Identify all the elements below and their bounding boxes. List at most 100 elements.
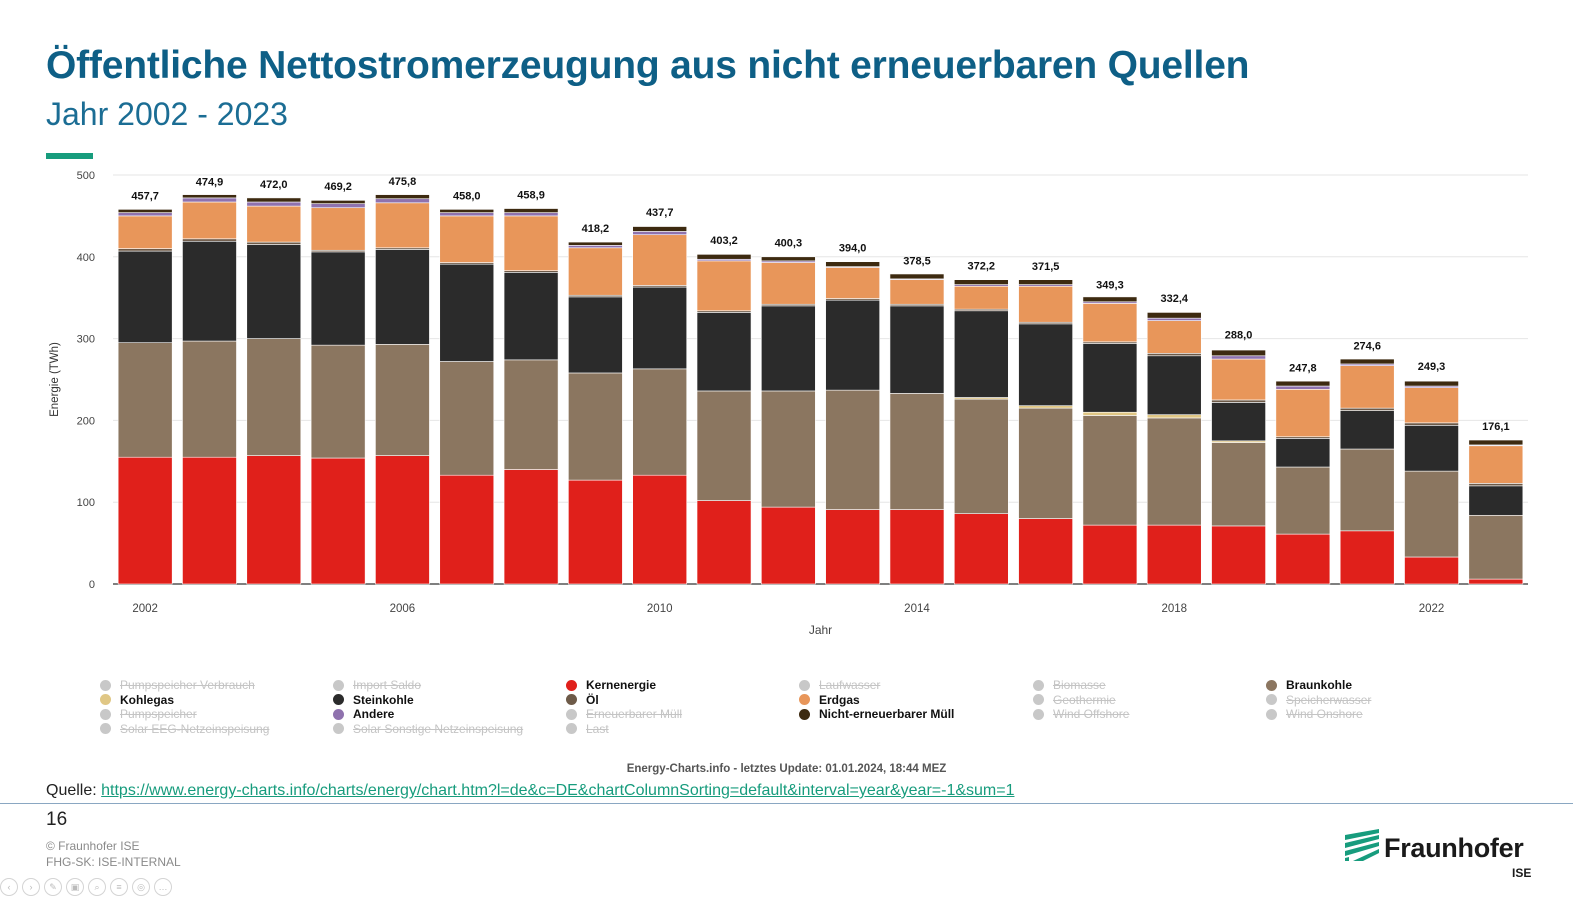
bar-total-label: 371,5	[1032, 261, 1060, 273]
legend-swatch	[566, 708, 577, 720]
bar-segment	[1211, 402, 1266, 442]
bar-segment	[568, 247, 623, 296]
bar-total-label: 274,6	[1353, 340, 1381, 352]
legend-item[interactable]: Steinkohle	[333, 693, 414, 707]
bar-segment	[439, 215, 495, 263]
bar-segment	[953, 398, 1009, 514]
bar-segment	[246, 244, 302, 339]
legend-item[interactable]: Laufwasser	[799, 678, 880, 692]
bar-segment	[1146, 417, 1202, 526]
bar-segment	[1211, 355, 1266, 360]
legend-item[interactable]: Öl	[566, 693, 599, 707]
bar-segment	[1146, 353, 1202, 357]
bar-segment	[310, 203, 366, 209]
legend-label: Steinkohle	[353, 692, 414, 707]
bar-segment	[1211, 525, 1266, 585]
legend-label: Last	[586, 721, 609, 736]
bar-segment	[953, 279, 1009, 285]
legend-swatch	[333, 679, 344, 691]
legend-item[interactable]: Speicherwasser	[1266, 693, 1371, 707]
x-tick-label: 2018	[1161, 603, 1187, 615]
bar-segment	[825, 299, 880, 391]
legend-item[interactable]: Wind Onshore	[1266, 707, 1363, 721]
pen-icon[interactable]: ✎	[44, 878, 62, 896]
bar-segment	[1146, 524, 1202, 585]
bar-segment	[1468, 483, 1524, 487]
y-tick-label: 400	[77, 252, 95, 264]
bar-segment	[439, 263, 495, 362]
bar-segment	[568, 479, 623, 585]
legend-item[interactable]: Kernenergie	[566, 678, 656, 692]
classification-text: FHG-SK: ISE-INTERNAL	[46, 855, 181, 869]
legend-item[interactable]: Solar EEG-Netzeinspeisung	[100, 722, 269, 736]
legend-item[interactable]: Wind Offshore	[1033, 707, 1129, 721]
bar-segment	[1018, 285, 1073, 323]
next-slide-icon[interactable]: ›	[22, 878, 40, 896]
legend-label: Pumpspeicher Verbrauch	[120, 678, 255, 692]
bar-segment	[182, 340, 237, 458]
legend-item[interactable]: Last	[566, 722, 609, 736]
bar-segment	[503, 215, 559, 272]
bar-total-label: 400,3	[775, 238, 803, 250]
slideshow-toolbar: ‹ › ✎ ▣ ⌕ ≡ ◎ …	[0, 878, 172, 896]
bar-segment	[568, 241, 623, 246]
legend-item[interactable]: Kohlegas	[100, 693, 174, 707]
bar-segment	[246, 241, 302, 245]
legend-item[interactable]: Geothermie	[1033, 693, 1116, 707]
fraunhofer-logo-icon	[1345, 829, 1379, 861]
bar-segment	[1339, 410, 1395, 450]
zoom-icon[interactable]: ⌕	[88, 878, 106, 896]
prev-slide-icon[interactable]: ‹	[0, 878, 18, 896]
legend-item[interactable]: Braunkohle	[1266, 678, 1352, 692]
logo-subtitle: ISE	[1512, 866, 1532, 880]
legend-swatch	[1266, 708, 1277, 720]
bar-segment	[632, 234, 688, 286]
bar-segment	[696, 254, 752, 260]
legend-label: Geothermie	[1053, 692, 1116, 707]
bar-segment	[696, 500, 752, 585]
subtitles-icon[interactable]: ≡	[110, 878, 128, 896]
bar-segment	[1082, 411, 1138, 416]
source-link[interactable]: https://www.energy-charts.info/charts/en…	[101, 782, 1015, 799]
bar-total-label: 332,4	[1160, 293, 1188, 305]
legend-swatch	[100, 679, 111, 691]
legend-item[interactable]: Pumpspeicher Verbrauch	[100, 678, 255, 692]
bar-segment	[1275, 438, 1331, 468]
camera-icon[interactable]: ◎	[132, 878, 150, 896]
legend-item[interactable]: Erneuerbarer Müll	[566, 707, 682, 721]
legend-label: Pumpspeicher	[120, 707, 197, 721]
y-tick-label: 0	[89, 579, 95, 591]
bar-total-label: 474,9	[196, 177, 224, 189]
legend-item[interactable]: Nicht-erneuerbarer Müll	[799, 707, 954, 721]
bar-segment	[503, 208, 559, 213]
bar-segment	[1468, 485, 1524, 516]
bar-segment	[825, 267, 880, 299]
legend-item[interactable]: Solar Sonstige Netzeinspeisung	[333, 722, 523, 736]
bar-segment	[1018, 405, 1073, 409]
bar-segment	[375, 455, 430, 585]
bar-segment	[1275, 380, 1331, 387]
bar-segment	[310, 251, 366, 346]
bar-segment	[1275, 385, 1331, 390]
legend-swatch	[799, 694, 810, 705]
bar-segment	[632, 231, 688, 236]
legend-item[interactable]: Andere	[333, 707, 394, 721]
bar-segment	[1275, 533, 1331, 585]
bar-segment	[632, 368, 688, 476]
legend-item[interactable]: Import Saldo	[333, 678, 421, 692]
bar-total-label: 247,8	[1289, 362, 1317, 374]
x-tick-label: 2002	[132, 603, 158, 615]
legend-item[interactable]: Erdgas	[799, 693, 860, 707]
bar-segment	[117, 456, 173, 585]
bar-total-label: 372,2	[968, 261, 996, 273]
more-options-icon[interactable]: …	[154, 878, 172, 896]
bar-segment	[568, 245, 623, 249]
slides-icon[interactable]: ▣	[66, 878, 84, 896]
legend-item[interactable]: Pumpspeicher	[100, 707, 197, 721]
bar-segment	[696, 390, 752, 501]
bar-segment	[1339, 358, 1395, 365]
legend-item[interactable]: Biomasse	[1033, 678, 1106, 692]
legend-label: Laufwasser	[819, 678, 881, 692]
bar-segment	[632, 286, 688, 370]
legend-label: Solar Sonstige Netzeinspeisung	[353, 721, 524, 736]
